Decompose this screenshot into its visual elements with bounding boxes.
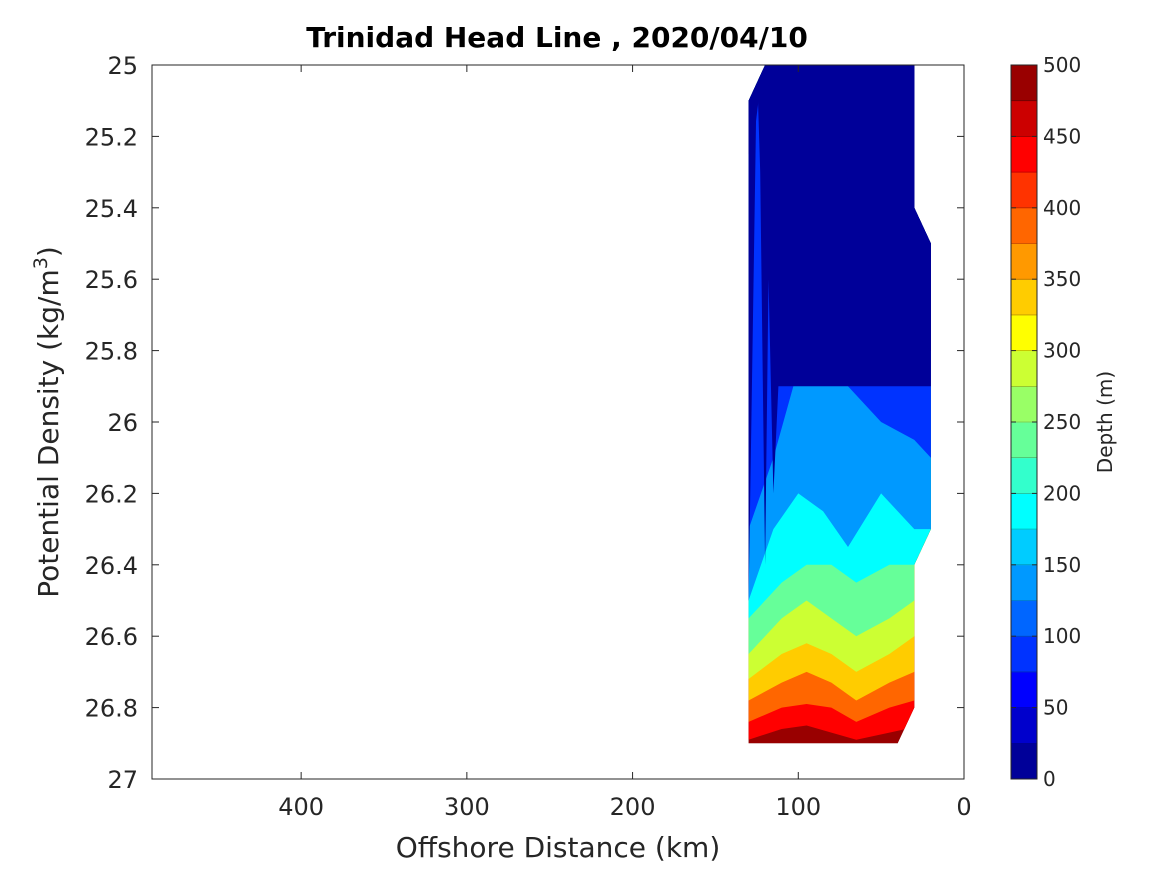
y-tick-label: 26.2 [85, 480, 138, 508]
colorbar-tick-label: 250 [1043, 410, 1081, 434]
x-axis-label: Offshore Distance (km) [396, 831, 721, 864]
x-tick-label: 400 [278, 793, 324, 821]
x-tick-label: 100 [775, 793, 821, 821]
colorbar-tick-label: 300 [1043, 339, 1081, 363]
depth-field [748, 65, 931, 744]
x-axis-ticks: 400 300 200 100 0 [278, 65, 972, 821]
y-axis-label-sup: 3 [30, 257, 52, 269]
colorbar-tick-label: 450 [1043, 124, 1081, 148]
colorbar-band [1011, 636, 1037, 673]
y-tick-label: 26 [107, 409, 138, 437]
colorbar-band [1011, 65, 1037, 102]
y-tick-label: 27 [107, 766, 138, 794]
colorbar-band [1011, 350, 1037, 387]
y-tick-label: 25 [107, 52, 138, 80]
data-boundary [748, 65, 931, 744]
chart-title: Trinidad Head Line , 2020/04/10 [306, 21, 808, 54]
y-tick-label: 26.4 [85, 552, 138, 580]
y-tick-label: 25.2 [85, 123, 138, 151]
depth-band-shallowest [748, 65, 782, 155]
y-axis-ticks: 25 25.2 25.4 25.6 25.8 26 26.2 26.4 26.6 26.8 27 [85, 52, 964, 794]
colorbar-band [1011, 493, 1037, 530]
colorbar-band [1011, 529, 1037, 566]
y-tick-label: 25.8 [85, 338, 138, 366]
y-tick-label: 26.6 [85, 623, 138, 651]
colorbar-band [1011, 564, 1037, 601]
colorbar-band [1011, 743, 1037, 780]
colorbar-ticks: 0 50 100 150 200 250 300 350 400 450 500 [1011, 53, 1081, 791]
colorbar-tick-label: 50 [1043, 696, 1068, 720]
y-axis-label: Potential Density (kg/m3) [30, 246, 65, 598]
colorbar-tick-label: 0 [1043, 767, 1056, 791]
colorbar-tick-label: 400 [1043, 196, 1081, 220]
colorbar-band [1011, 422, 1037, 459]
colorbar-band [1011, 707, 1037, 744]
y-axis-label-close: ) [32, 246, 65, 257]
y-tick-label: 25.6 [85, 266, 138, 294]
colorbar-tick-label: 500 [1043, 53, 1081, 77]
colorbar [1011, 65, 1037, 780]
colorbar-band [1011, 671, 1037, 709]
colorbar-band [1011, 136, 1037, 173]
colorbar-band [1011, 386, 1037, 423]
colorbar-band [1011, 172, 1037, 209]
colorbar-tick-label: 150 [1043, 553, 1081, 577]
colorbar-band [1011, 100, 1037, 137]
colorbar-band [1011, 457, 1037, 494]
y-tick-label: 26.8 [85, 695, 138, 723]
x-tick-label: 200 [610, 793, 656, 821]
colorbar-tick-label: 350 [1043, 267, 1081, 291]
colorbar-band [1011, 314, 1037, 352]
colorbar-tick-label: 100 [1043, 624, 1081, 648]
colorbar-band [1011, 207, 1037, 244]
x-tick-label: 0 [956, 793, 971, 821]
y-axis-label-main: Potential Density (kg/m [32, 269, 65, 598]
x-tick-label: 300 [444, 793, 490, 821]
colorbar-band [1011, 279, 1037, 316]
colorbar-band [1011, 600, 1037, 637]
colorbar-tick-label: 200 [1043, 481, 1081, 505]
colorbar-label: Depth (m) [1093, 371, 1117, 473]
y-tick-label: 25.4 [85, 195, 138, 223]
colorbar-band [1011, 243, 1037, 280]
